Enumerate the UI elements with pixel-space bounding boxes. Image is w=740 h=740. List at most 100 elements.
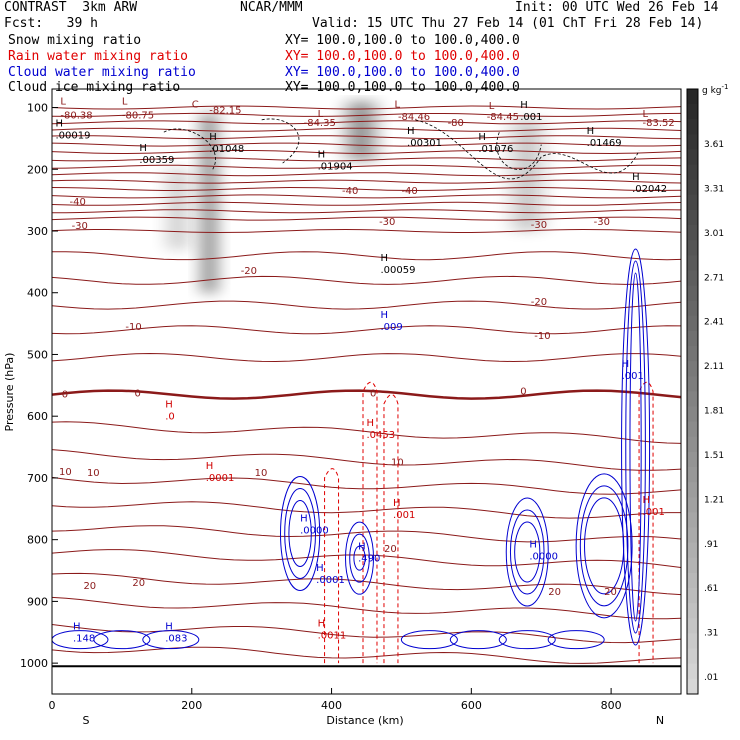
x-tick-label: 800 — [601, 699, 622, 712]
isotherm-line — [52, 421, 681, 444]
ice-max-marker: H — [632, 172, 640, 183]
cloud-ice-contour — [415, 119, 640, 180]
isotherm-label: 10 — [59, 467, 72, 478]
colorbar-swatch — [687, 603, 698, 619]
isotherm-line — [52, 216, 681, 221]
cloud-water-contour — [621, 248, 651, 646]
isotherm-label: -30 — [594, 217, 610, 228]
colorbar-swatch — [687, 119, 698, 135]
colorbar-swatch — [687, 573, 698, 589]
cloud-max-label: .0000 — [300, 525, 329, 536]
colorbar-unit-exponent: -1 — [722, 83, 729, 91]
colorbar-label: 2.71 — [704, 273, 724, 283]
field-rain-name: Rain water mixing ratio — [8, 49, 189, 64]
cloud-water-contour — [514, 521, 541, 583]
ice-max-label: .00301 — [407, 138, 442, 149]
isotherm-label: -80 — [448, 118, 464, 129]
ice-max-marker: H — [139, 143, 147, 154]
rain-max-label: .0 — [165, 411, 175, 422]
cloud-water-contour — [288, 499, 312, 567]
south-label: S — [83, 714, 90, 727]
colorbar-label: 1.21 — [704, 495, 724, 505]
isotherm-line — [52, 172, 681, 177]
colorbar-label: 3.01 — [704, 229, 724, 239]
x-tick-label: 0 — [49, 699, 56, 712]
rain-max-marker: H — [367, 418, 375, 429]
isotherm-label: -40 — [401, 186, 417, 197]
ice-max-marker: H — [478, 132, 486, 143]
low-marker: L — [643, 109, 649, 120]
colorbar-swatch — [687, 467, 698, 483]
low-marker: L — [394, 100, 400, 111]
cloud-water-contour — [284, 487, 317, 579]
cloud-water-contour — [505, 497, 549, 607]
isotherm-label: -10 — [534, 331, 550, 342]
isotherm-line — [52, 127, 681, 132]
ice-max-label: .01904 — [318, 161, 353, 172]
colorbar-swatch — [687, 527, 698, 544]
field-snow-xy: XY= 100.0,100.0 to 100.0,400.0 — [285, 33, 520, 48]
cloud-max-label: .0000 — [529, 551, 558, 562]
colorbar-swatch — [687, 376, 698, 392]
colorbar-swatch — [687, 285, 698, 302]
ice-max-label: .01076 — [478, 144, 513, 155]
rain-max-marker: H — [206, 461, 214, 472]
low-marker: C — [192, 100, 199, 111]
isotherm-label: 20 — [83, 581, 96, 592]
colorbar-unit: g kg-1 — [702, 83, 728, 96]
cloud-max-marker: H — [622, 359, 630, 370]
colorbar-label: .91 — [704, 540, 718, 550]
isotherm-line — [52, 476, 681, 495]
isotherm-line — [52, 389, 681, 400]
cloud-water-contour — [345, 521, 375, 595]
cloud-water-contour — [575, 473, 633, 619]
rain-contour — [383, 394, 399, 664]
cloud-ice-contour — [261, 118, 300, 164]
colorbar-label: 1.51 — [704, 451, 724, 461]
isotherm-label: -40 — [342, 186, 358, 197]
field-rain-xy: XY= 100.0,100.0 to 100.0,400.0 — [285, 49, 520, 64]
north-label: N — [656, 714, 664, 727]
isotherm-label: -82.15 — [209, 106, 241, 117]
rain-max-label: .0453 — [367, 430, 396, 441]
model-title: CONTRAST 3km ARW — [4, 0, 138, 15]
isotherm-label: 10 — [87, 468, 100, 479]
colorbar-label: .01 — [704, 673, 718, 683]
cloud-max-label: .148 — [73, 634, 95, 645]
x-axis-label: Distance (km) — [326, 714, 403, 727]
colorbar-swatch — [687, 678, 698, 695]
rain-max-label: .001 — [643, 507, 665, 518]
ice-max-label: .00019 — [55, 130, 90, 141]
isotherm-line — [52, 120, 681, 125]
isotherm-line — [52, 135, 681, 140]
isotherm-label: -80.38 — [60, 111, 92, 122]
isotherm-line — [52, 179, 681, 184]
colorbar-swatch — [687, 346, 698, 362]
colorbar-swatch — [687, 588, 698, 604]
cloud-ice-contour — [496, 132, 542, 170]
y-tick-label: 200 — [27, 163, 48, 176]
cloud-max-marker: H — [316, 563, 324, 574]
cloud-water-contour — [449, 630, 507, 650]
cloud-water-contour — [584, 497, 625, 595]
y-tick-label: 500 — [27, 348, 48, 361]
isotherm-line — [52, 251, 681, 261]
field-cloud-xy: XY= 100.0,100.0 to 100.0,400.0 — [285, 65, 520, 80]
isotherm-line — [52, 275, 681, 285]
colorbar-swatch — [687, 194, 698, 211]
cloud-water-contour — [142, 630, 200, 650]
isotherm-label: 0 — [370, 388, 376, 399]
colorbar-swatch — [687, 421, 698, 438]
cloud-water-contour — [353, 545, 366, 571]
isotherm-label: -30 — [72, 221, 88, 232]
isotherm-label: -84.46 — [398, 112, 430, 123]
org-label: NCAR/MMM — [240, 0, 303, 15]
isotherm-label: 0 — [134, 388, 140, 399]
low-marker: L — [318, 109, 324, 120]
isotherm-line — [52, 209, 681, 214]
cloud-max-label: .490 — [358, 553, 380, 564]
ice-max-marker: H — [209, 132, 217, 143]
y-axis-label: Pressure (hPa) — [3, 353, 16, 432]
colorbar-label: 2.11 — [704, 362, 724, 372]
